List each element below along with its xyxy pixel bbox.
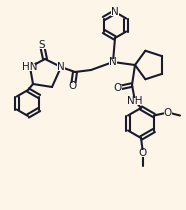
Text: N: N bbox=[111, 7, 119, 17]
Text: S: S bbox=[39, 40, 45, 50]
Text: O: O bbox=[139, 148, 147, 158]
FancyBboxPatch shape bbox=[69, 83, 77, 89]
Text: NH: NH bbox=[127, 96, 143, 106]
Text: N: N bbox=[109, 57, 117, 67]
FancyBboxPatch shape bbox=[139, 150, 147, 156]
FancyBboxPatch shape bbox=[57, 63, 65, 71]
Text: O: O bbox=[114, 83, 122, 93]
FancyBboxPatch shape bbox=[111, 8, 119, 16]
FancyBboxPatch shape bbox=[164, 109, 172, 116]
FancyBboxPatch shape bbox=[114, 84, 122, 92]
FancyBboxPatch shape bbox=[38, 42, 46, 49]
Text: O: O bbox=[69, 81, 77, 91]
Text: N: N bbox=[57, 62, 65, 72]
FancyBboxPatch shape bbox=[25, 63, 36, 71]
Text: O: O bbox=[164, 108, 172, 118]
Text: HN: HN bbox=[22, 62, 38, 72]
FancyBboxPatch shape bbox=[129, 97, 140, 105]
FancyBboxPatch shape bbox=[109, 59, 117, 66]
